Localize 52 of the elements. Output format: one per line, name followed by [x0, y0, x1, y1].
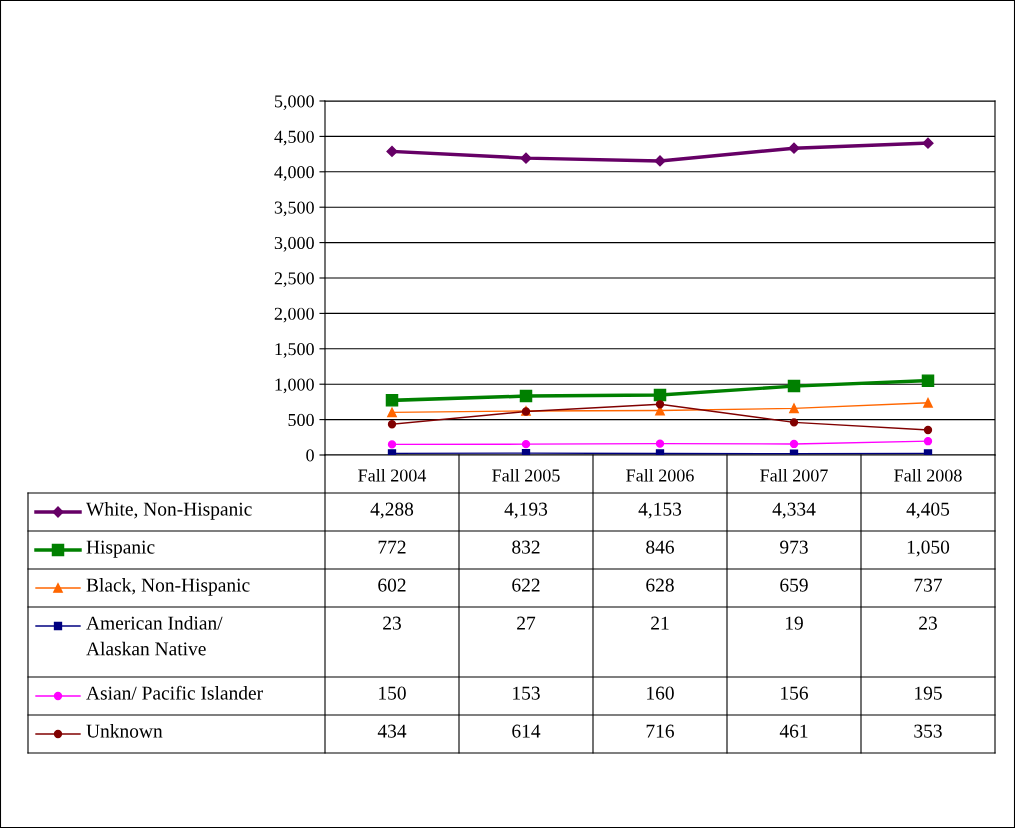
legend-label: Hispanic: [86, 540, 155, 558]
data-label: 614: [512, 724, 541, 738]
data-label: 4,153: [638, 502, 682, 519]
data-label: 150: [379, 686, 406, 700]
x-tick-label: Fall 2004: [358, 468, 427, 482]
legend-label: Unknown: [86, 724, 163, 738]
data-label: 4,334: [772, 502, 816, 519]
x-tick-label: Fall 2007: [760, 468, 828, 482]
data-label: 461: [779, 724, 808, 738]
data-label: 659: [780, 578, 808, 592]
data-label: 160: [647, 686, 674, 700]
legend-label: Asian/ Pacific Islander: [86, 685, 263, 700]
data-label: 434: [377, 724, 407, 738]
y-tick-label: 2,500: [274, 272, 314, 288]
y-tick-label: 4,000: [274, 166, 314, 181]
y-tick-label: 2,000: [274, 307, 314, 323]
data-label: 1,050: [907, 540, 950, 557]
legend-label: American Indian/ Alaskan Native: [86, 616, 223, 656]
data-label: 4,288: [370, 502, 414, 519]
data-label: 23: [919, 616, 937, 630]
data-label: 156: [781, 686, 808, 700]
y-tick-label: 4,500: [274, 130, 314, 146]
legend-label: White, Non-Hispanic: [86, 502, 252, 520]
data-label: 846: [646, 540, 674, 554]
x-tick-label: Fall 2008: [894, 468, 962, 482]
data-label: 195: [915, 686, 942, 700]
data-label: 602: [378, 578, 406, 592]
y-tick-label: 500: [288, 413, 314, 427]
legend-label: Black, Non-Hispanic: [86, 578, 250, 596]
data-label: 353: [914, 724, 942, 738]
x-tick-label: Fall 2006: [626, 468, 694, 482]
data-label: 628: [646, 578, 674, 592]
y-tick-label: 1,000: [275, 378, 314, 394]
y-tick-label: 1,500: [275, 343, 314, 358]
data-label: 153: [513, 686, 540, 700]
y-tick-label: 5,000: [275, 95, 314, 111]
data-label: 4,193: [504, 502, 548, 519]
y-tick-label: 3,500: [274, 201, 314, 217]
y-tick-label: 3,000: [274, 236, 314, 252]
data-label: 23: [383, 616, 401, 630]
data-label: 19: [785, 616, 803, 630]
y-tick-label: 0: [306, 449, 314, 462]
data-label: 832: [512, 540, 540, 554]
data-label: 716: [646, 724, 674, 738]
x-tick-label: Fall 2005: [492, 468, 560, 482]
data-label: 622: [512, 578, 540, 592]
data-label: 4,405: [906, 502, 950, 519]
data-label: 737: [914, 578, 943, 592]
data-label: 973: [780, 540, 808, 554]
data-label: 772: [378, 540, 406, 554]
data-label: 21: [651, 616, 669, 630]
data-label: 27: [517, 616, 536, 630]
